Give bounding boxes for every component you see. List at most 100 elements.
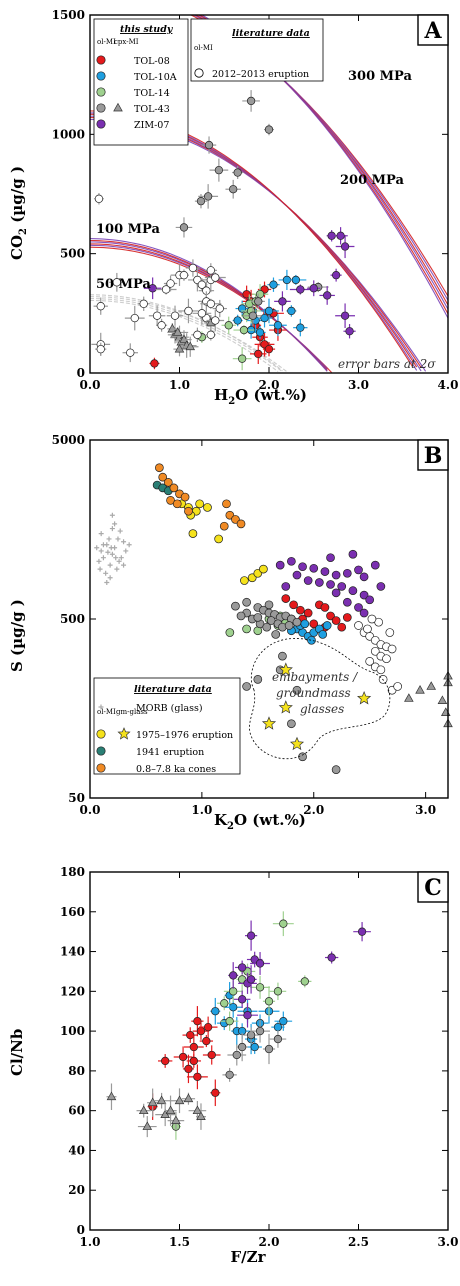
point-tol-08 [320, 603, 330, 612]
point-tol-43 [113, 102, 123, 112]
point-zim-07 [359, 590, 369, 600]
point-zim-07 [331, 570, 341, 580]
point-tol-10a [264, 306, 274, 316]
point-tol-08 [331, 616, 341, 625]
point-morb-glass [108, 545, 114, 551]
point-0-8-7-8-ka-cones [184, 506, 193, 516]
legend-label-tol-43: TOL-43 [134, 104, 170, 115]
point-tol-08 [196, 1026, 206, 1036]
legend-head-cpx: cpx-MI [114, 38, 139, 46]
point-tol-14 [273, 987, 283, 996]
point-zim-07 [314, 578, 324, 587]
point-2012-2013-eruption [96, 302, 105, 311]
point-zim-07 [323, 291, 332, 300]
point-tol-08 [281, 594, 291, 603]
point-2012-2013-eruption [184, 306, 193, 316]
point-tol-43 [179, 223, 189, 232]
point-tol-14 [255, 983, 265, 992]
point-zim-07 [237, 995, 247, 1004]
point-zim-07 [278, 297, 287, 306]
point-tol-43 [426, 681, 437, 690]
point-tol-08 [254, 349, 263, 359]
x-tick-label: 0.0 [80, 378, 101, 392]
point-tol-43 [404, 693, 414, 702]
point-tol-43 [287, 719, 296, 729]
point-tol-43 [278, 651, 287, 661]
point-tol-14 [264, 997, 274, 1006]
point-tol-43 [172, 327, 183, 336]
point-2012-2013-eruption [370, 646, 380, 656]
point-tol-08 [242, 290, 251, 299]
y-tick-label: 500 [60, 247, 85, 261]
point-tol-08 [189, 1056, 198, 1066]
isobar-line [90, 297, 283, 373]
point-tol-08 [309, 619, 319, 629]
point-tol-08 [326, 611, 335, 621]
point-tol-43 [171, 1115, 181, 1124]
point-morb-glass [126, 542, 132, 548]
x-tick-label: 1.0 [191, 803, 212, 817]
point-zim-07 [229, 971, 238, 980]
panel-b-tag-box [417, 439, 449, 471]
point-2012-2013-eruption [112, 278, 121, 287]
point-zim-07 [243, 1011, 252, 1020]
point-tol-43 [214, 165, 224, 175]
groundmass-star [278, 700, 293, 714]
point-morb-glass [104, 579, 110, 585]
point-morb-glass [113, 555, 119, 561]
point-tol-43 [174, 1095, 185, 1105]
point-zim-07 [298, 562, 307, 572]
point-zim-07 [348, 586, 358, 596]
point-morb-glass [96, 558, 102, 564]
point-tol-08 [342, 613, 352, 622]
point-tol-43 [229, 185, 238, 194]
point-tol-10a [260, 313, 269, 323]
point-tol-10a [229, 1003, 238, 1012]
y-tick-label: 180 [60, 865, 85, 879]
legend-title-literature: literature data [232, 28, 310, 39]
point-morb-glass [94, 545, 100, 551]
point-tol-43 [331, 765, 341, 775]
point-morb-glass [98, 704, 104, 710]
point-tol-10a [255, 328, 265, 337]
point-morb-glass [109, 526, 115, 532]
embayment-note-2: groundmass [276, 686, 351, 700]
point-tol-43 [246, 1030, 256, 1040]
point-zim-07 [292, 570, 302, 580]
point-2012-2013-eruption [188, 263, 198, 273]
x-tick-label: 4.0 [438, 378, 459, 392]
point-2012-2013-eruption [206, 266, 215, 275]
legend-b-head-ol: ol-MI [97, 708, 116, 716]
point-tol-08 [337, 622, 347, 632]
panel-a-tag: A [423, 18, 442, 44]
point-tol-43 [271, 630, 281, 639]
point-0-8-7-8-ka-cones [163, 477, 173, 487]
point-tol-14 [225, 1017, 234, 1026]
point-tol-10a [318, 630, 328, 639]
panel-b-xlabel: K2O (wt.%) [214, 811, 306, 832]
point-tol-08 [161, 1056, 170, 1066]
point-tol-08 [303, 608, 313, 618]
point-tol-43 [292, 685, 302, 695]
point-zim-07 [327, 953, 336, 962]
point-tol-08 [184, 1064, 193, 1074]
point-2012-2013-eruption [130, 313, 139, 323]
point-tol-43 [264, 1044, 274, 1054]
panel-a: 0.0 1.0 2.0 3.0 4.0 0 500 1000 1500 100 MPa 50 M… [8, 8, 459, 407]
point-1975-1976-eruption [195, 499, 204, 509]
point-tol-43 [147, 1097, 158, 1107]
point-tol-43 [437, 695, 448, 704]
point-0-8-7-8-ka-cones [222, 499, 231, 509]
point-zim-07 [281, 582, 291, 591]
point-2012-2013-eruption [94, 194, 104, 203]
point-tol-10a [296, 323, 305, 332]
legend-label-tol-10a: TOL-10A [134, 72, 177, 83]
point-zim-07 [348, 549, 358, 559]
point-zim-07 [376, 582, 386, 591]
point-zim-07 [326, 580, 335, 589]
point-zim-07 [96, 119, 106, 129]
point-morb-glass [98, 548, 104, 554]
point-tol-10a [287, 306, 296, 316]
point-morb-glass [107, 575, 113, 581]
point-zim-07 [365, 595, 375, 605]
